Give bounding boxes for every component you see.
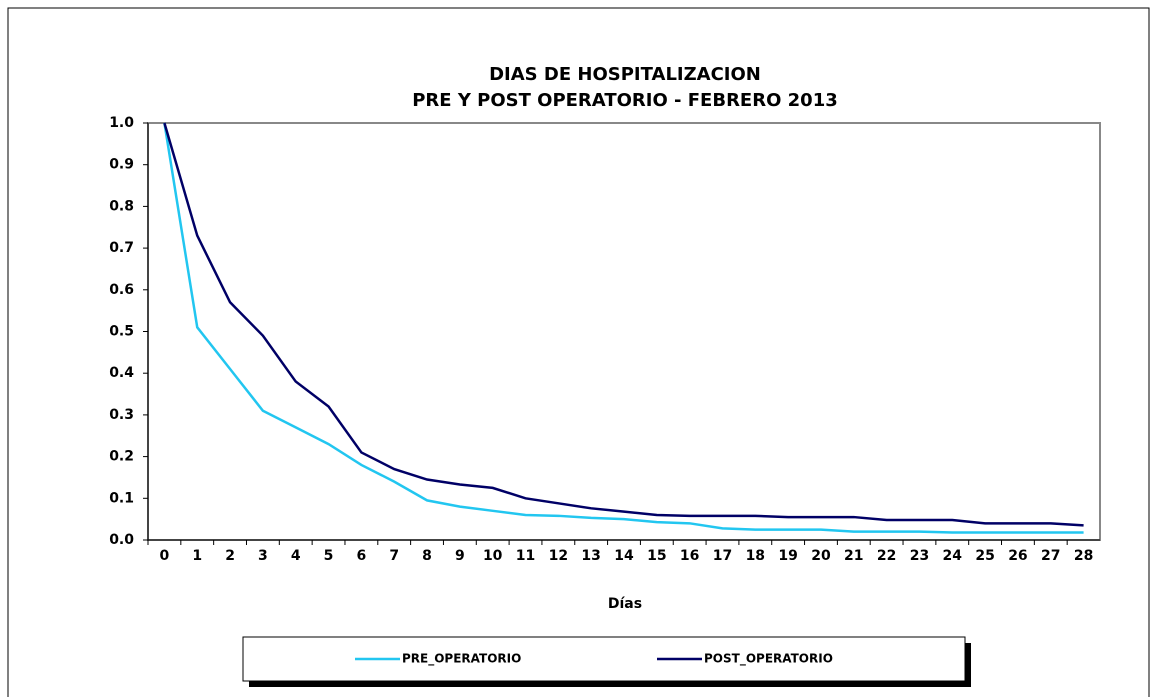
x-tick-label: 13 — [581, 548, 600, 564]
series-line — [163, 122, 1084, 527]
x-tick-label: 12 — [549, 548, 568, 564]
x-tick-label: 11 — [516, 548, 535, 564]
x-tick-label: 8 — [422, 548, 432, 564]
x-tick-label: 4 — [291, 548, 301, 564]
x-tick-label: 14 — [614, 548, 634, 564]
x-tick-label: 7 — [389, 548, 399, 564]
y-tick-label: 0.3 — [109, 407, 134, 423]
x-tick-label: 2 — [225, 548, 235, 564]
x-axis-label: Días — [608, 596, 642, 612]
x-tick-label: 17 — [713, 548, 732, 564]
legend — [242, 636, 966, 682]
x-tick-label: 24 — [943, 548, 963, 564]
chart-title: PRE Y POST OPERATORIO - FEBRERO 2013 — [412, 90, 838, 111]
y-tick-label: 0.9 — [109, 157, 134, 173]
x-tick-label: 23 — [910, 548, 929, 564]
y-tick-label: 0.2 — [109, 449, 134, 465]
series-line — [163, 122, 1084, 534]
y-tick-label: 0.4 — [109, 365, 134, 381]
x-tick-label: 21 — [844, 548, 863, 564]
x-tick-label: 19 — [778, 548, 797, 564]
x-tick-label: 1 — [192, 548, 202, 564]
x-tick-label: 25 — [975, 548, 994, 564]
x-tick-label: 9 — [455, 548, 465, 564]
legend-label: PRE_OPERATORIO — [402, 652, 521, 667]
y-tick-label: 1.0 — [109, 115, 134, 131]
chart-frame — [7, 7, 1150, 697]
x-tick-label: 3 — [258, 548, 268, 564]
legend-label: POST_OPERATORIO — [704, 652, 833, 667]
x-tick-label: 5 — [324, 548, 334, 564]
y-tick-label: 0.8 — [109, 198, 134, 214]
x-tick-label: 26 — [1008, 548, 1027, 564]
x-tick-label: 6 — [357, 548, 367, 564]
x-tick-label: 15 — [647, 548, 666, 564]
y-tick-label: 0.1 — [109, 490, 134, 506]
x-tick-label: 22 — [877, 548, 896, 564]
y-tick-label: 0.0 — [109, 532, 134, 548]
x-tick-label: 20 — [811, 548, 831, 564]
y-tick-label: 0.7 — [109, 240, 134, 256]
chart-title: DIAS DE HOSPITALIZACION — [489, 64, 761, 85]
x-tick-label: 18 — [746, 548, 765, 564]
x-tick-label: 16 — [680, 548, 699, 564]
x-tick-label: 10 — [483, 548, 503, 564]
x-tick-label: 0 — [160, 548, 170, 564]
x-tick-label: 27 — [1041, 548, 1060, 564]
y-tick-label: 0.5 — [109, 324, 134, 340]
x-tick-label: 28 — [1074, 548, 1093, 564]
y-tick-label: 0.6 — [109, 282, 134, 298]
